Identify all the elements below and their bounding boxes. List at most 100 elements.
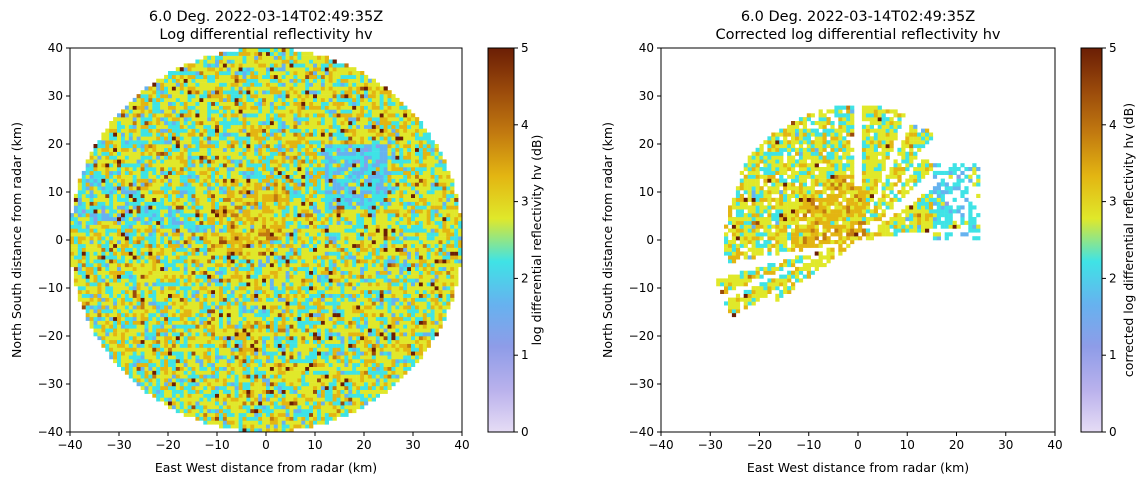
radar-gate bbox=[418, 213, 424, 218]
radar-gate bbox=[136, 289, 141, 294]
radar-gate bbox=[258, 240, 263, 245]
radar-gate bbox=[324, 412, 329, 417]
radar-gate bbox=[434, 224, 439, 229]
radar-gate bbox=[230, 240, 235, 245]
radar-gate bbox=[313, 263, 318, 268]
radar-gate bbox=[411, 320, 416, 325]
radar-gate bbox=[317, 409, 322, 414]
radar-gate bbox=[207, 370, 212, 375]
radar-gate bbox=[269, 266, 275, 271]
radar-gate bbox=[156, 197, 161, 202]
radar-gate bbox=[164, 305, 169, 310]
radar-gate bbox=[407, 336, 412, 341]
radar-gate bbox=[246, 320, 251, 325]
radar-gate bbox=[132, 362, 137, 367]
radar-gate bbox=[160, 247, 165, 252]
radar-gate bbox=[97, 213, 102, 218]
radar-gate bbox=[254, 385, 259, 390]
radar-gate bbox=[113, 339, 118, 344]
radar-gate bbox=[121, 263, 126, 268]
radar-gate bbox=[418, 309, 424, 314]
radar-gate bbox=[238, 389, 243, 394]
radar-gate bbox=[148, 343, 153, 348]
radar-gate bbox=[266, 374, 271, 379]
radar-gate bbox=[379, 339, 384, 344]
radar-gate bbox=[356, 320, 361, 325]
radar-gate bbox=[415, 324, 420, 329]
radar-gate bbox=[144, 270, 149, 275]
radar-gate bbox=[164, 228, 169, 233]
radar-gate bbox=[273, 197, 278, 202]
radar-gate bbox=[242, 209, 247, 214]
radar-gate bbox=[254, 240, 259, 245]
radar-gate bbox=[246, 389, 251, 394]
radar-gate bbox=[242, 255, 247, 260]
radar-gate bbox=[364, 366, 369, 371]
radar-gate bbox=[305, 236, 310, 241]
radar-gate bbox=[183, 405, 188, 410]
radar-gate bbox=[258, 289, 263, 294]
radar-gate bbox=[336, 393, 341, 398]
radar-gate bbox=[426, 232, 431, 237]
radar-gate bbox=[364, 332, 369, 337]
radar-gate bbox=[246, 274, 251, 279]
radar-gate bbox=[93, 305, 98, 310]
radar-gate bbox=[430, 259, 435, 264]
radar-gate bbox=[269, 251, 275, 256]
radar-gate bbox=[238, 286, 243, 291]
radar-gate bbox=[226, 201, 231, 206]
radar-gate bbox=[207, 351, 212, 356]
radar-gate bbox=[211, 266, 216, 271]
radar-gate bbox=[269, 328, 275, 333]
radar-gate bbox=[183, 289, 188, 294]
radar-gate bbox=[121, 362, 126, 367]
radar-gate bbox=[367, 359, 373, 364]
radar-gate bbox=[187, 289, 192, 294]
radar-gate bbox=[124, 309, 130, 314]
radar-gate bbox=[422, 201, 427, 206]
radar-gate bbox=[277, 243, 282, 248]
radar-gate bbox=[395, 309, 400, 314]
radar-gate bbox=[183, 255, 188, 260]
radar-gate bbox=[328, 282, 333, 287]
radar-gate bbox=[430, 213, 435, 218]
radar-gate bbox=[105, 313, 110, 318]
radar-gate bbox=[277, 309, 282, 314]
radar-gate bbox=[191, 217, 196, 222]
radar-gate bbox=[371, 324, 376, 329]
radar-gate bbox=[364, 313, 369, 318]
radar-gate bbox=[89, 278, 94, 283]
radar-gate bbox=[97, 289, 102, 294]
radar-gate bbox=[152, 351, 157, 356]
radar-gate bbox=[121, 205, 126, 210]
radar-gate bbox=[77, 251, 82, 256]
radar-gate bbox=[219, 347, 224, 352]
radar-gate bbox=[281, 405, 286, 410]
radar-gate bbox=[317, 278, 322, 283]
radar-gate bbox=[324, 274, 329, 279]
radar-gate bbox=[454, 259, 459, 264]
radar-gate bbox=[97, 197, 102, 202]
radar-gate bbox=[250, 255, 255, 260]
radar-gate bbox=[219, 197, 224, 202]
radar-gate bbox=[269, 305, 275, 310]
radar-gate bbox=[250, 393, 255, 398]
radar-gate bbox=[348, 343, 353, 348]
radar-gate bbox=[121, 232, 126, 237]
radar-gate bbox=[446, 236, 451, 241]
radar-gate bbox=[199, 255, 204, 260]
radar-gate bbox=[226, 397, 231, 402]
radar-gate bbox=[101, 259, 106, 264]
radar-gate bbox=[250, 397, 255, 402]
radar-gate bbox=[262, 420, 267, 425]
radar-gate bbox=[309, 409, 314, 414]
radar-gate bbox=[332, 324, 337, 329]
radar-gate bbox=[191, 378, 196, 383]
radar-gate bbox=[121, 197, 126, 202]
radar-gate bbox=[254, 412, 259, 417]
radar-gate bbox=[332, 359, 337, 364]
radar-gate bbox=[391, 313, 396, 318]
radar-gate bbox=[77, 259, 82, 264]
radar-gate bbox=[403, 236, 408, 241]
radar-gate bbox=[269, 397, 275, 402]
